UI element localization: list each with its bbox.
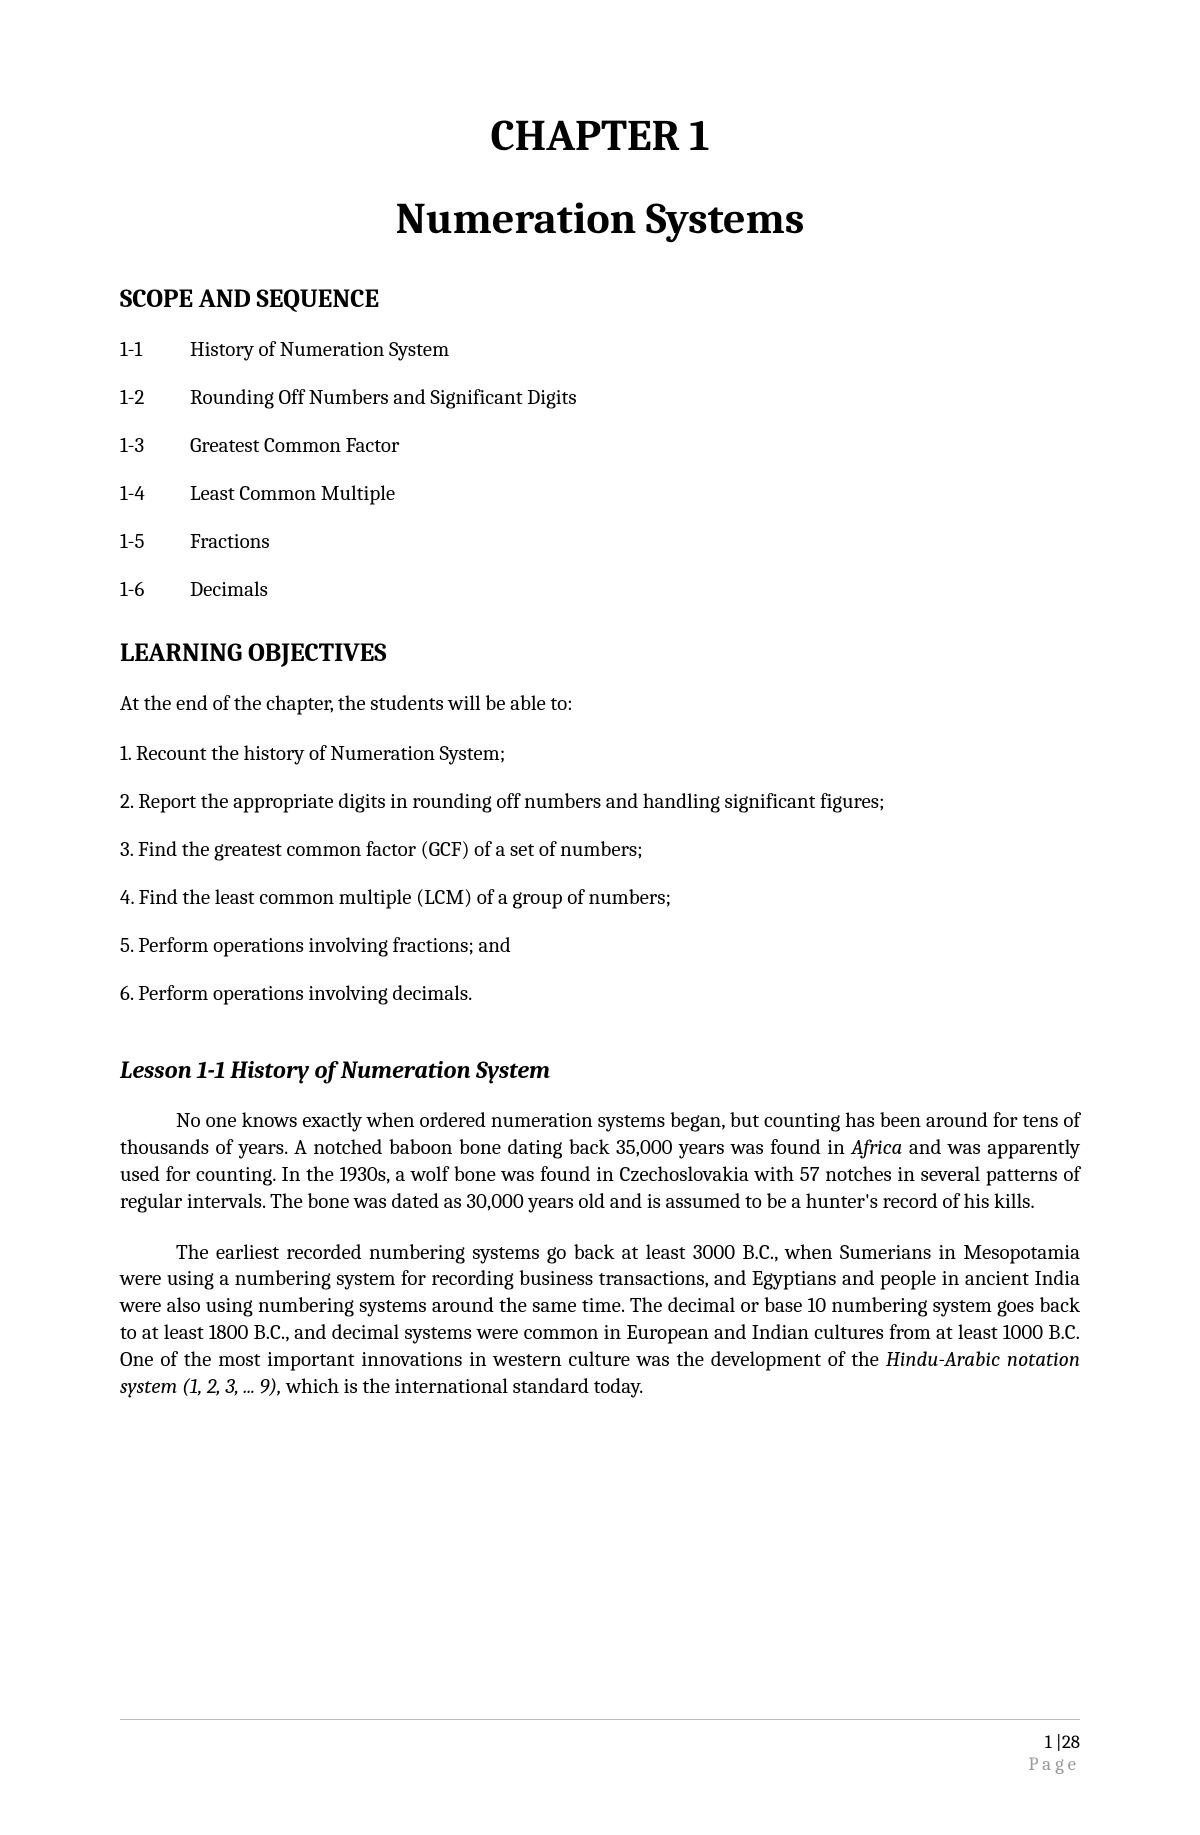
scope-item: 1-6 Decimals xyxy=(120,578,1080,602)
objectives-intro: At the end of the chapter, the students … xyxy=(120,692,1080,716)
scope-item: 1-5 Fractions xyxy=(120,530,1080,554)
lesson-paragraph-2: The earliest recorded numbering systems … xyxy=(120,1240,1080,1401)
objective-item: 5. Perform operations involving fraction… xyxy=(120,934,1080,958)
page-number: 1 |28 xyxy=(1028,1731,1080,1753)
scope-heading: SCOPE AND SEQUENCE xyxy=(120,284,1080,314)
chapter-label: CHAPTER 1 xyxy=(120,110,1080,161)
scope-item-label: Greatest Common Factor xyxy=(190,434,399,458)
scope-item-num: 1-5 xyxy=(120,530,190,554)
scope-item-num: 1-6 xyxy=(120,578,190,602)
scope-item-num: 1-1 xyxy=(120,338,190,362)
scope-item-label: History of Numeration System xyxy=(190,338,449,362)
scope-item-label: Least Common Multiple xyxy=(190,482,395,506)
footer-rule xyxy=(120,1719,1080,1720)
page-footer: 1 |28 Page xyxy=(1028,1731,1080,1775)
page-sep: | xyxy=(1052,1731,1062,1753)
para-text: which is the international standard toda… xyxy=(282,1375,644,1399)
scope-item-num: 1-3 xyxy=(120,434,190,458)
page-total: 28 xyxy=(1062,1731,1080,1753)
objective-item: 3. Find the greatest common factor (GCF)… xyxy=(120,838,1080,862)
lesson-heading: Lesson 1-1 History of Numeration System xyxy=(120,1056,1080,1084)
scope-item: 1-4 Least Common Multiple xyxy=(120,482,1080,506)
objective-item: 2. Report the appropriate digits in roun… xyxy=(120,790,1080,814)
objective-item: 4. Find the least common multiple (LCM) … xyxy=(120,886,1080,910)
scope-item-label: Decimals xyxy=(190,578,268,602)
scope-item-num: 1-4 xyxy=(120,482,190,506)
objectives-list: 1. Recount the history of Numeration Sys… xyxy=(120,742,1080,1006)
objective-item: 1. Recount the history of Numeration Sys… xyxy=(120,742,1080,766)
scope-item: 1-1 History of Numeration System xyxy=(120,338,1080,362)
scope-item-label: Fractions xyxy=(190,530,270,554)
scope-item-label: Rounding Off Numbers and Significant Dig… xyxy=(190,386,577,410)
objectives-heading: LEARNING OBJECTIVES xyxy=(120,638,1080,668)
para-italic: Africa xyxy=(851,1136,902,1160)
scope-list: 1-1 History of Numeration System 1-2 Rou… xyxy=(120,338,1080,602)
scope-item-num: 1-2 xyxy=(120,386,190,410)
scope-item: 1-3 Greatest Common Factor xyxy=(120,434,1080,458)
chapter-title: Numeration Systems xyxy=(120,193,1080,244)
page-label: Page xyxy=(1028,1753,1080,1775)
page-current: 1 xyxy=(1045,1731,1052,1753)
objective-item: 6. Perform operations involving decimals… xyxy=(120,982,1080,1006)
lesson-paragraph-1: No one knows exactly when ordered numera… xyxy=(120,1108,1080,1216)
scope-item: 1-2 Rounding Off Numbers and Significant… xyxy=(120,386,1080,410)
